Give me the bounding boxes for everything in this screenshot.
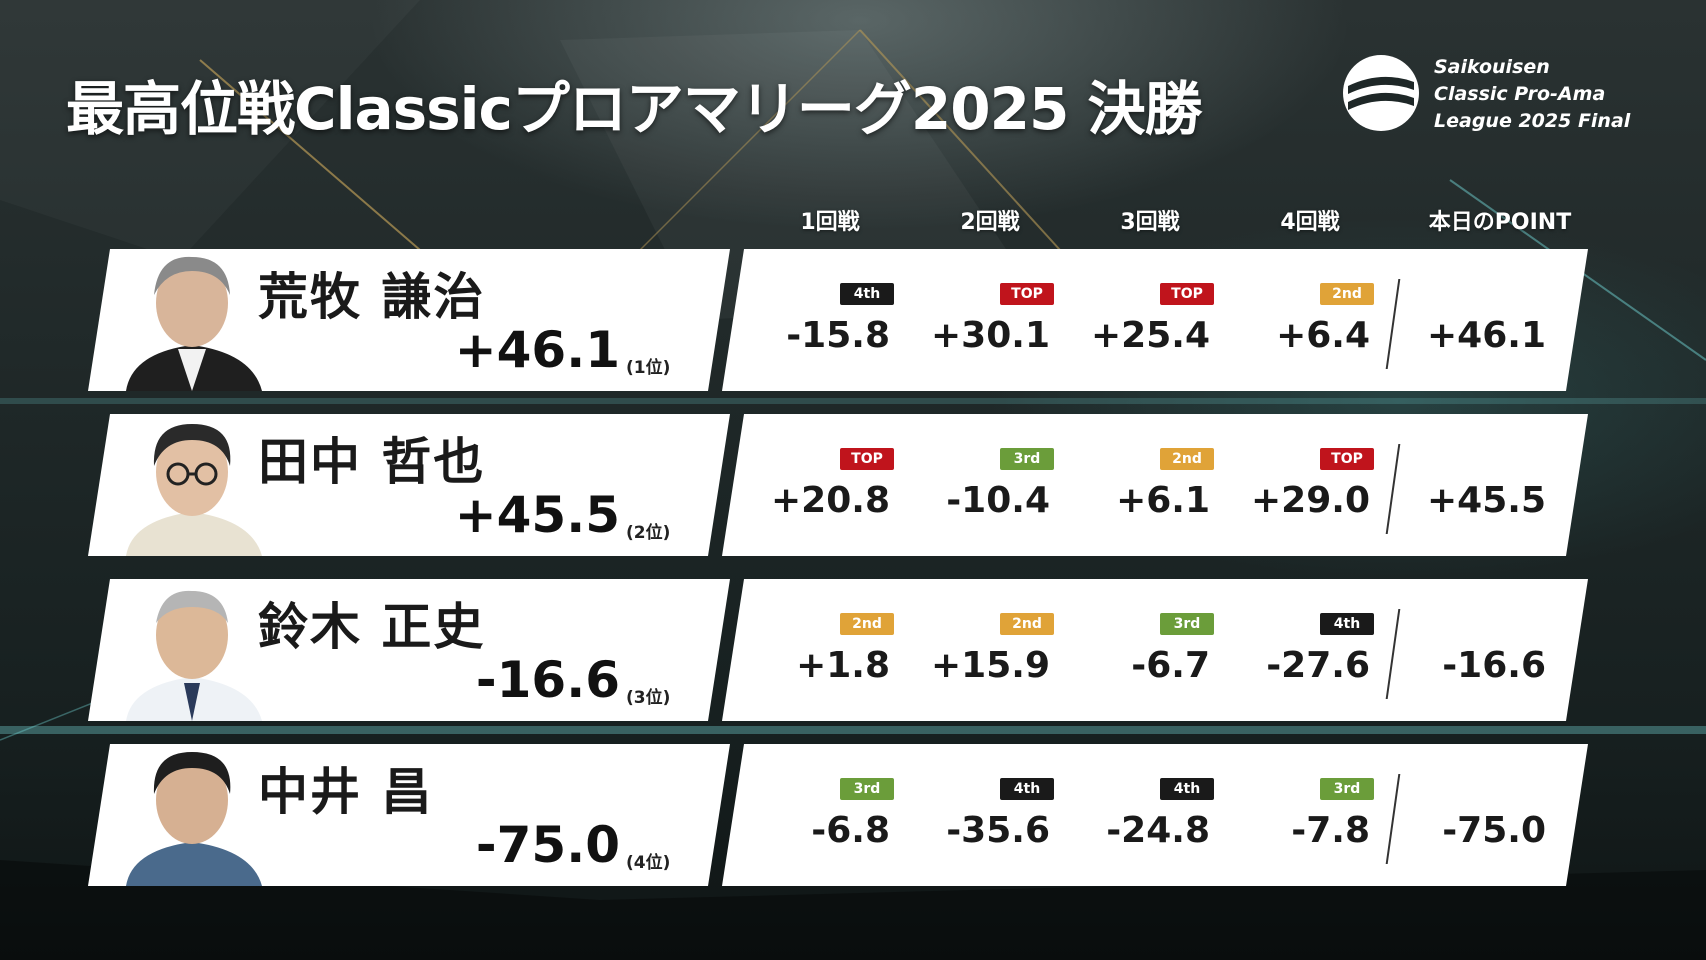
avatar — [112, 249, 272, 391]
player-total: -75.0 — [475, 816, 620, 874]
place-badge: TOP — [1160, 283, 1214, 305]
place-badge: 3rd — [1000, 448, 1054, 470]
player-total: +45.5 — [454, 486, 620, 544]
player-row: 鈴木 正史 -16.6 (3位) 2nd +1.8 2nd +15.9 3rd … — [0, 579, 1706, 721]
logo-line-1: Saikouisen — [1434, 56, 1550, 78]
player-total: -16.6 — [475, 651, 620, 709]
logo-line-3: League 2025 Final — [1434, 110, 1631, 132]
avatar — [112, 414, 272, 556]
day-point: +45.5 — [1427, 480, 1546, 521]
place-badge: 2nd — [1000, 613, 1054, 635]
league-logo: Saikouisen Classic Pro-Ama League 2025 F… — [1340, 52, 1680, 142]
player-name: 荒牧 謙治 — [258, 268, 486, 326]
game-score: -6.7 — [1131, 645, 1210, 686]
game-score: +6.1 — [1116, 480, 1210, 521]
score-panel — [722, 249, 1588, 391]
player-name: 中井 昌 — [258, 763, 434, 821]
place-badge: 2nd — [1320, 283, 1374, 305]
place-badge: 2nd — [1160, 448, 1214, 470]
game-score: +6.4 — [1276, 315, 1370, 356]
logo-line-2: Classic Pro-Ama — [1434, 83, 1606, 105]
game-score: -7.8 — [1291, 810, 1370, 851]
day-point: -16.6 — [1442, 645, 1546, 686]
player-rank: (3位) — [626, 688, 671, 708]
league-logo-icon — [1343, 55, 1419, 131]
game-score: +15.9 — [931, 645, 1050, 686]
game-score: +25.4 — [1091, 315, 1210, 356]
place-badge: 3rd — [1160, 613, 1214, 635]
player-row: 中井 昌 -75.0 (4位) 3rd -6.8 4th -35.6 4th -… — [0, 744, 1706, 886]
avatar — [112, 744, 272, 886]
column-header-game3: 3回戦 — [1120, 210, 1180, 235]
column-header-game4: 4回戦 — [1280, 210, 1340, 235]
game-score: +1.8 — [796, 645, 890, 686]
score-panel — [722, 414, 1588, 556]
player-rank: (2位) — [626, 523, 671, 543]
score-panel — [722, 579, 1588, 721]
avatar — [112, 579, 272, 721]
game-score: -6.8 — [811, 810, 890, 851]
place-badge: TOP — [840, 448, 894, 470]
place-badge: 4th — [840, 283, 894, 305]
game-score: +30.1 — [931, 315, 1050, 356]
game-score: +20.8 — [771, 480, 890, 521]
player-row: 荒牧 謙治 +46.1 (1位) 4th -15.8 TOP +30.1 TOP… — [0, 249, 1706, 391]
player-name: 鈴木 正史 — [258, 598, 486, 656]
place-badge: TOP — [1320, 448, 1374, 470]
column-header-game1: 1回戦 — [800, 210, 860, 235]
page-title: 最高位戦Classicプロアマリーグ2025 決勝 — [66, 75, 1203, 143]
score-panel — [722, 744, 1588, 886]
logo-text: Saikouisen Classic Pro-Ama League 2025 F… — [1434, 54, 1684, 135]
game-score: -27.6 — [1266, 645, 1370, 686]
player-row: 田中 哲也 +45.5 (2位) TOP +20.8 3rd -10.4 2nd… — [0, 414, 1706, 556]
game-score: +29.0 — [1251, 480, 1370, 521]
player-total: +46.1 — [454, 321, 620, 379]
place-badge: 4th — [1160, 778, 1214, 800]
player-name: 田中 哲也 — [258, 433, 486, 491]
day-point: +46.1 — [1427, 315, 1546, 356]
game-score: -24.8 — [1106, 810, 1210, 851]
game-score: -35.6 — [946, 810, 1050, 851]
place-badge: TOP — [1000, 283, 1054, 305]
game-score: -15.8 — [786, 315, 890, 356]
column-header-game2: 2回戦 — [960, 210, 1020, 235]
place-badge: 4th — [1000, 778, 1054, 800]
place-badge: 2nd — [840, 613, 894, 635]
place-badge: 3rd — [840, 778, 894, 800]
place-badge: 4th — [1320, 613, 1374, 635]
player-rank: (4位) — [626, 853, 671, 873]
place-badge: 3rd — [1320, 778, 1374, 800]
player-rank: (1位) — [626, 358, 671, 378]
column-header-day-point: 本日のPOINT — [1428, 210, 1572, 235]
day-point: -75.0 — [1442, 810, 1546, 851]
game-score: -10.4 — [946, 480, 1050, 521]
